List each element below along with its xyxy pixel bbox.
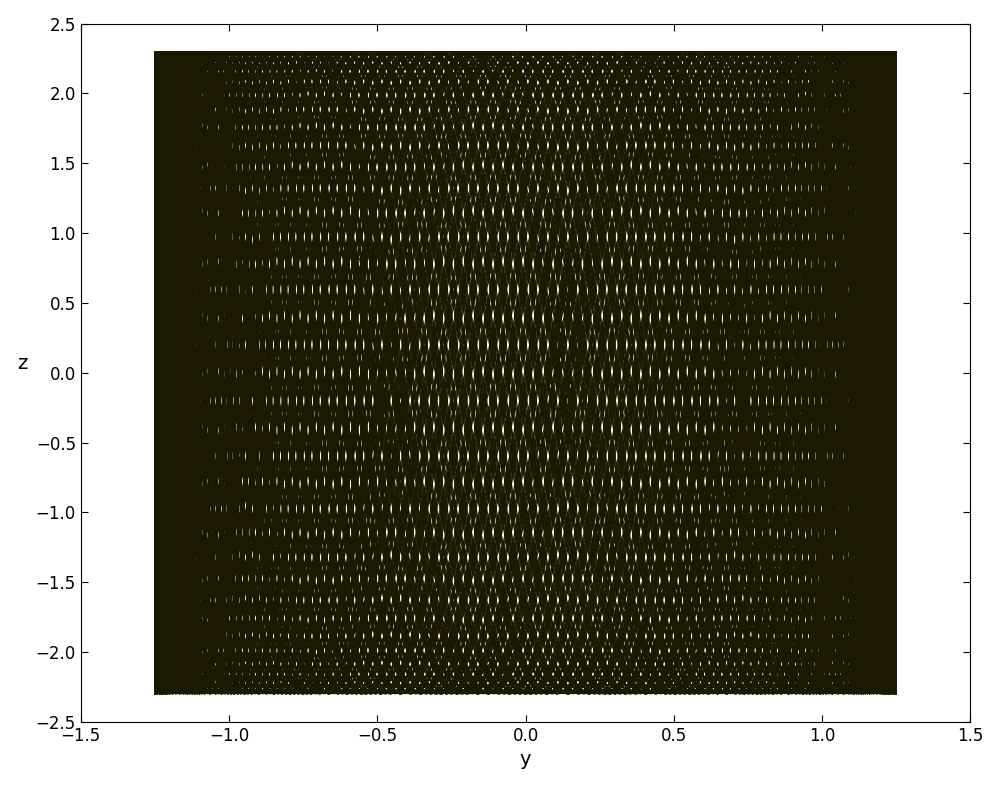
X-axis label: y: y [520, 751, 531, 769]
Y-axis label: z: z [17, 354, 27, 373]
